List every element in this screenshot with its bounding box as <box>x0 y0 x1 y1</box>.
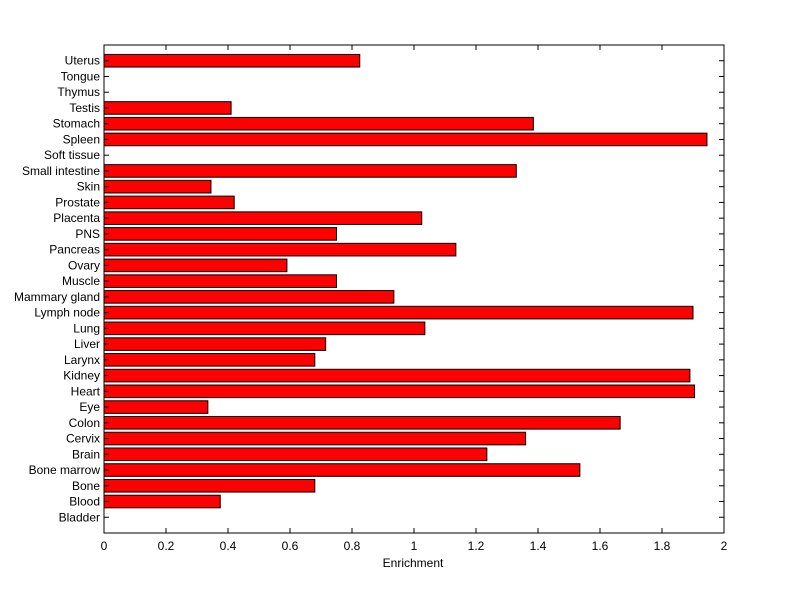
y-tick-label: Heart <box>71 384 101 398</box>
bar <box>103 116 534 131</box>
bar <box>103 368 691 383</box>
plot-frame <box>103 44 725 534</box>
bar <box>103 478 316 493</box>
y-tick-label: Skin <box>77 180 100 194</box>
y-tick-label: Small intestine <box>22 164 100 178</box>
bar <box>103 463 581 477</box>
y-tick-label: Lymph node <box>34 306 100 320</box>
bar <box>103 400 209 414</box>
bar <box>103 211 423 225</box>
bar <box>103 353 316 367</box>
x-tick-label: 0 <box>101 539 108 553</box>
y-tick-label: Uterus <box>65 54 100 68</box>
bar <box>103 132 708 147</box>
bar <box>103 305 694 320</box>
x-tick-label: 0.4 <box>220 539 237 553</box>
y-tick-label: Spleen <box>63 132 100 146</box>
x-tick-label: 0.8 <box>344 539 361 553</box>
y-tick-label: Blood <box>69 495 100 509</box>
bar <box>103 53 361 68</box>
y-tick-label: Thymus <box>57 85 100 99</box>
x-tick-label: 1.4 <box>530 539 547 553</box>
bar <box>103 274 337 288</box>
y-tick-label: Bladder <box>59 510 100 524</box>
y-tick-label: Larynx <box>64 353 100 367</box>
y-tick-label: Brain <box>72 447 100 461</box>
y-tick-label: Mammary gland <box>14 290 100 304</box>
y-tick-label: Colon <box>69 416 100 430</box>
bar <box>103 258 288 273</box>
y-tick-label: Prostate <box>55 195 100 209</box>
y-tick-label: Tongue <box>61 69 101 83</box>
y-tick-label: Testis <box>69 101 100 115</box>
bar <box>103 164 517 178</box>
x-tick-label: 1 <box>411 539 418 553</box>
x-tick-label: 0.2 <box>158 539 175 553</box>
y-tick-label: PNS <box>75 227 100 241</box>
y-tick-label: Ovary <box>68 258 100 272</box>
x-axis-title: Enrichment <box>383 556 444 570</box>
y-tick-label: Pancreas <box>49 243 100 257</box>
bar <box>103 494 221 509</box>
y-tick-label: Placenta <box>53 211 100 225</box>
bar <box>103 290 395 304</box>
bar <box>103 416 621 430</box>
bar <box>103 195 235 210</box>
bar <box>103 384 696 399</box>
x-tick-label: 0.6 <box>282 539 299 553</box>
y-tick-label: Kidney <box>63 369 100 383</box>
bar <box>103 227 337 241</box>
bar <box>103 242 457 257</box>
y-tick-label: Cervix <box>66 432 100 446</box>
bar <box>103 447 488 462</box>
y-tick-label: Muscle <box>62 274 100 288</box>
x-tick-label: 2 <box>721 539 728 553</box>
bar <box>103 101 232 115</box>
bar <box>103 337 327 351</box>
y-tick-label: Bone marrow <box>29 463 101 477</box>
y-tick-label: Eye <box>79 400 100 414</box>
x-tick-label: 1.6 <box>592 539 609 553</box>
y-tick-label: Stomach <box>53 117 100 131</box>
ticks-group <box>103 45 725 533</box>
bar <box>103 179 212 194</box>
x-tick-label: 1.2 <box>468 539 485 553</box>
x-tick-label: 1.8 <box>654 539 671 553</box>
y-tick-label: Bone <box>72 479 100 493</box>
y-tick-label: Liver <box>74 337 100 351</box>
y-tick-label: Lung <box>73 321 100 335</box>
bar <box>103 321 426 336</box>
bar <box>103 431 527 446</box>
y-tick-label: Soft tissue <box>44 148 100 162</box>
